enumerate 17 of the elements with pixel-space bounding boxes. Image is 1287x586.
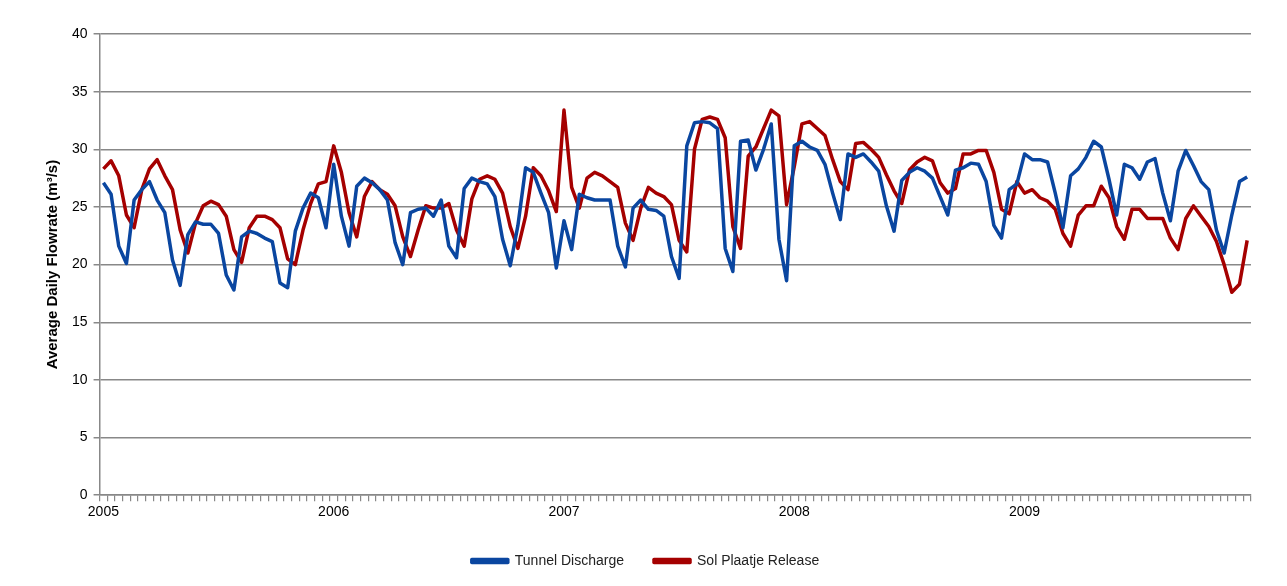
y-axis-title: Average Daily Flowrate (m³/s) — [43, 159, 61, 370]
y-tick-label: 5 — [79, 428, 88, 445]
y-tick-label: 25 — [71, 197, 88, 214]
y-tick-label: 0 — [79, 486, 88, 503]
x-tick-label: 2007 — [548, 503, 580, 520]
legend-label: Tunnel Discharge — [514, 551, 625, 568]
y-tick-label: 40 — [71, 24, 88, 41]
y-tick-label: 20 — [71, 255, 88, 272]
legend-label: Sol Plaatje Release — [697, 551, 820, 568]
y-tick-label: 35 — [71, 82, 88, 99]
x-tick-label: 2005 — [87, 503, 120, 520]
x-tick-label: 2009 — [1008, 503, 1041, 520]
y-tick-label: 15 — [71, 313, 88, 330]
y-tick-label: 10 — [71, 370, 88, 387]
y-tick-label: 30 — [71, 140, 88, 157]
x-tick-label: 2008 — [778, 503, 811, 520]
x-tick-label: 2006 — [318, 503, 350, 520]
